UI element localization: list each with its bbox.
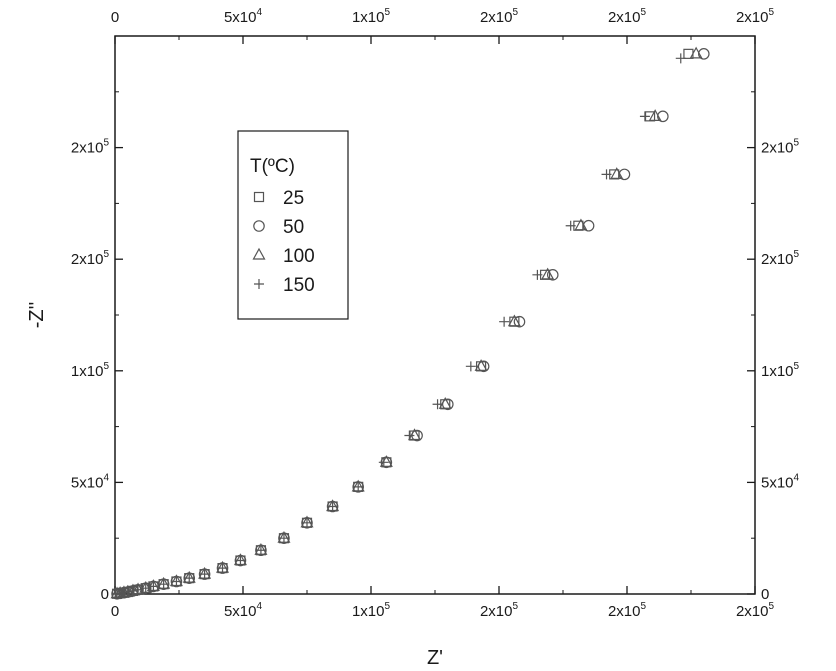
data-point-plus [353,481,364,492]
data-point-circle [582,219,595,232]
x-tick-label-top: 2x105 [736,7,775,26]
y-tick-label-left: 5x104 [71,472,110,491]
data-point-plus [235,555,246,566]
legend-label: 150 [283,275,315,296]
data-point-plus [217,563,228,574]
x-tick-label-bottom: 0 [111,603,119,620]
x-tick-label-bottom: 1x105 [352,601,391,620]
x-tick-label-top: 1x105 [352,7,391,26]
x-tick-label-bottom: 5x104 [224,601,263,620]
data-point-triangle [689,46,703,59]
legend-box [237,130,349,320]
x-axis-title: Z' [427,647,443,669]
data-point-plus [171,576,182,587]
data-point-plus [199,569,210,580]
data-point-plus [255,545,266,556]
data-point-triangle [438,397,452,409]
x-tick-label-top: 2x105 [608,7,647,26]
data-point-triangle [507,314,521,327]
data-point-circle [513,315,526,328]
data-point-plus [148,581,159,592]
y-tick-label-right: 5x104 [761,472,800,491]
data-point-circle [618,168,631,181]
data-point-circle [697,48,710,60]
legend-title: T(ºC) [250,156,295,177]
y-tick-label-left: 1x105 [71,361,110,380]
legend-marker-circle [253,220,265,232]
y-tick-label-left: 0 [101,586,109,603]
data-point-plus [465,361,476,372]
data-point-triangle [574,218,588,231]
y-tick-label-right: 1x105 [761,361,800,380]
data-point-circle [657,110,669,123]
x-tick-label-top: 0 [111,9,119,26]
data-point-plus [158,579,169,590]
tick-labels: 005x1045x1041x1051x1052x1052x1052x1052x1… [71,7,800,620]
data-point-plus [532,269,543,280]
x-tick-label-bottom: 2x105 [608,601,647,620]
x-tick-label-top: 5x104 [224,7,263,26]
y-tick-label-right: 0 [761,586,769,603]
legend: T(ºC) 25 50 100 150 [237,130,349,320]
data-point-triangle [474,359,488,371]
data-point-plus [302,517,312,528]
legend-marker-square [253,191,265,203]
data-point-plus [133,584,144,595]
x-tick-label-top: 2x105 [480,7,519,26]
legend-label: 25 [283,188,304,209]
data-point-plus [675,53,686,64]
tick-marks [114,36,756,595]
data-point-plus [639,111,650,122]
y-tick-label-left: 2x105 [71,249,110,268]
legend-marker-triangle [252,247,266,260]
x-tick-label-bottom: 2x105 [480,601,519,620]
data-points [110,46,710,600]
y-tick-label-right: 2x105 [761,249,800,268]
y-tick-label-right: 2x105 [761,138,800,157]
data-point-plus [565,220,576,231]
data-point-plus [601,169,612,180]
data-point-plus [404,430,415,441]
data-point-triangle [408,428,422,441]
legend-label: 100 [283,246,315,267]
data-point-circle [546,269,559,281]
data-point-plus [327,501,338,512]
data-point-plus [378,457,389,468]
legend-label: 50 [283,217,304,238]
legend-marker-plus [254,279,264,289]
data-point-plus [499,316,510,327]
x-tick-label-bottom: 2x105 [736,601,775,620]
data-point-triangle [541,267,555,280]
data-point-triangle [648,109,662,121]
data-point-plus [122,586,133,597]
data-point-plus [127,585,138,596]
data-point-triangle [610,167,624,179]
data-point-plus [432,399,443,410]
data-point-plus [184,573,195,584]
data-point-plus [278,533,289,544]
y-axis-title: -Z'' [26,302,48,329]
y-tick-label-left: 2x105 [71,138,110,157]
data-point-plus [140,583,151,594]
